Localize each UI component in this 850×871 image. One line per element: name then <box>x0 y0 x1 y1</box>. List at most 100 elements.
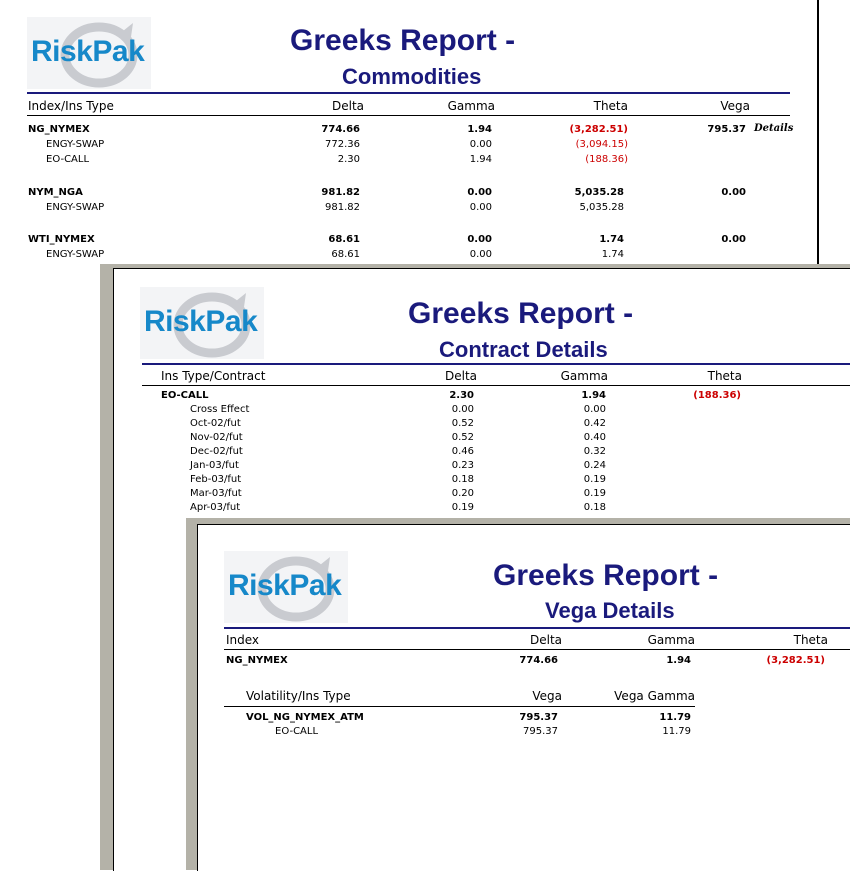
contract-name: Jan-03/fut <box>190 460 239 471</box>
report-subtitle: Commodities <box>342 64 482 89</box>
vega-value: 795.37 <box>707 124 746 135</box>
theta-value: 5,035.28 <box>579 202 624 213</box>
report-subtitle: Contract Details <box>439 337 608 362</box>
gamma-value: 0.00 <box>467 187 492 198</box>
index-name: NG_NYMEX <box>28 124 90 135</box>
delta-value: 981.82 <box>325 202 360 213</box>
gamma-value: 0.00 <box>469 202 492 213</box>
ins-type: EO-CALL <box>275 726 319 737</box>
gamma-value: 0.18 <box>583 502 606 513</box>
delta-value: 772.36 <box>325 139 360 150</box>
gamma-value: 0.24 <box>583 460 606 471</box>
column-rule <box>224 649 850 650</box>
col-header-theta: Theta <box>707 369 742 383</box>
delta-value: 0.00 <box>451 404 474 415</box>
riskpak-logo: RiskPak <box>140 287 264 359</box>
contract-name: Feb-03/fut <box>190 474 242 485</box>
theta-value: (3,282.51) <box>569 124 629 135</box>
delta-value: 0.19 <box>451 502 474 513</box>
col-header-volatility: Volatility/Ins Type <box>246 689 351 703</box>
col-header-delta: Delta <box>331 99 364 113</box>
col-header-ins: Ins Type/Contract <box>161 369 266 383</box>
gamma-value: 0.40 <box>583 432 606 443</box>
gamma-value: 1.94 <box>666 655 691 666</box>
gamma-value: 0.19 <box>583 488 606 499</box>
theta-value: (188.36) <box>585 154 628 165</box>
delta-value: 2.30 <box>337 154 360 165</box>
volatility-name: VOL_NG_NYMEX_ATM <box>246 712 364 723</box>
col-header-theta: Theta <box>793 633 828 647</box>
report-subtitle: Vega Details <box>545 598 675 623</box>
gamma-value: 0.19 <box>583 474 606 485</box>
ins-type: ENGY-SWAP <box>46 139 105 150</box>
logo-text: RiskPak <box>31 35 145 68</box>
column-rule <box>142 385 850 386</box>
contract-name: Cross Effect <box>190 404 250 415</box>
delta-value: 774.66 <box>519 655 558 666</box>
delta-value: 774.66 <box>321 124 360 135</box>
delta-value: 68.61 <box>331 249 360 260</box>
col-header-vega-gamma: Vega Gamma <box>614 689 695 703</box>
theta-value: (188.36) <box>693 390 741 401</box>
delta-value: 0.18 <box>451 474 474 485</box>
logo-text: RiskPak <box>144 305 258 338</box>
header-rule <box>27 92 790 94</box>
swirl-icon <box>173 292 251 358</box>
vega-gamma-value: 11.79 <box>662 726 691 737</box>
contract-name: Nov-02/fut <box>190 432 243 443</box>
col-header-vega: Vega <box>532 689 562 703</box>
delta-value: 68.61 <box>328 234 360 245</box>
ins-type: EO-CALL <box>161 390 209 401</box>
header-rule <box>142 363 850 365</box>
report-vega-details: RiskPak Greeks Report - Vega Details Ind… <box>197 524 850 871</box>
vega-value: 0.00 <box>721 234 746 245</box>
theta-value: 5,035.28 <box>574 187 624 198</box>
delta-value: 0.46 <box>451 446 474 457</box>
gamma-value: 0.32 <box>583 446 606 457</box>
ins-type: EO-CALL <box>46 154 90 165</box>
delta-value: 0.20 <box>451 488 474 499</box>
col-header-theta: Theta <box>593 99 628 113</box>
theta-value: 1.74 <box>601 249 624 260</box>
delta-value: 0.23 <box>451 460 474 471</box>
logo-text: RiskPak <box>228 569 342 602</box>
theta-value: (3,094.15) <box>575 139 628 150</box>
column-rule <box>27 115 790 116</box>
col-header-gamma: Gamma <box>447 99 495 113</box>
vega-gamma-value: 11.79 <box>659 712 691 723</box>
ins-type: ENGY-SWAP <box>46 202 105 213</box>
vega-value: 0.00 <box>721 187 746 198</box>
report-title: Greeks Report - <box>290 24 516 57</box>
col-header-delta: Delta <box>529 633 562 647</box>
col-header-gamma: Gamma <box>647 633 695 647</box>
gamma-value: 1.94 <box>469 154 492 165</box>
swirl-icon <box>257 556 335 622</box>
contract-name: Dec-02/fut <box>190 446 243 457</box>
report-title: Greeks Report - <box>493 559 719 592</box>
riskpak-logo: RiskPak <box>224 551 348 623</box>
col-header-vega: Vega <box>720 99 750 113</box>
col-header-index: Index/Ins Type <box>28 99 114 113</box>
delta-value: 0.52 <box>451 432 474 443</box>
delta-value: 2.30 <box>449 390 474 401</box>
details-link[interactable]: Details <box>754 123 794 134</box>
header-rule <box>224 627 850 629</box>
theta-value: 1.74 <box>599 234 624 245</box>
index-name: WTI_NYMEX <box>28 234 95 245</box>
col-header-index: Index <box>226 633 260 647</box>
gamma-value: 1.94 <box>581 390 606 401</box>
contract-name: Oct-02/fut <box>190 418 241 429</box>
ins-type: ENGY-SWAP <box>46 249 105 260</box>
gamma-value: 0.00 <box>469 139 492 150</box>
col-header-gamma: Gamma <box>560 369 608 383</box>
gamma-value: 0.00 <box>469 249 492 260</box>
col-header-delta: Delta <box>444 369 477 383</box>
index-name: NG_NYMEX <box>226 655 288 666</box>
sub-column-rule <box>224 706 695 707</box>
gamma-value: 0.42 <box>583 418 606 429</box>
gamma-value: 1.94 <box>467 124 492 135</box>
vega-value: 795.37 <box>519 712 558 723</box>
theta-value: (3,282.51) <box>766 655 826 666</box>
index-name: NYM_NGA <box>28 187 83 198</box>
riskpak-logo: RiskPak <box>27 17 151 89</box>
